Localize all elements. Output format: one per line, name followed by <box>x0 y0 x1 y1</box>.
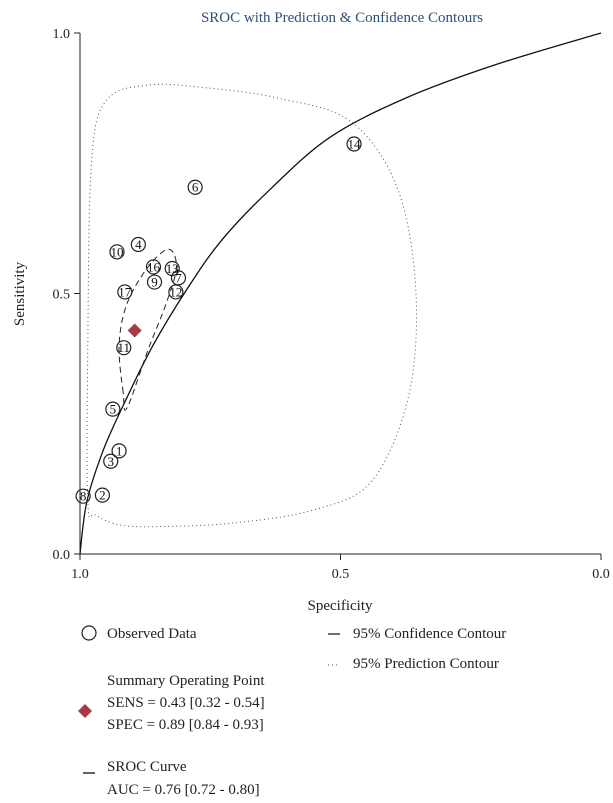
summary-operating-point <box>127 323 142 338</box>
legend-summary-spec: SPEC = 0.89 [0.84 - 0.93] <box>107 717 264 733</box>
observed-point-label: 5 <box>110 402 117 417</box>
observed-point-label: 2 <box>99 488 106 503</box>
legend-sroc-title: SROC Curve <box>107 759 187 775</box>
sroc-curve <box>79 32 602 555</box>
legend-sroc-auc: AUC = 0.76 [0.72 - 0.80] <box>107 782 260 798</box>
legend-prediction-label: 95% Prediction Contour <box>353 656 499 672</box>
y-tick-label: 1.0 <box>53 27 71 42</box>
observed-point-marker <box>94 487 111 503</box>
observed-point-label: 6 <box>192 180 199 195</box>
observed-point-label: 16 <box>147 259 161 274</box>
observed-point: 17 <box>117 284 133 300</box>
y-tick-label: 0.0 <box>53 548 71 563</box>
observed-point-marker <box>187 179 203 195</box>
observed-point: 4 <box>130 236 146 253</box>
confidence-contour <box>118 248 177 411</box>
x-axis-label: Specificity <box>308 598 373 614</box>
y-tick-label: 0.5 <box>53 288 71 303</box>
observed-point-marker <box>130 236 146 253</box>
chart-curves <box>79 32 602 555</box>
observed-point-label: 9 <box>151 275 158 290</box>
observed-point: 9 <box>146 274 163 290</box>
observed-point-label: 11 <box>117 340 130 355</box>
observed-point-marker <box>146 274 163 290</box>
x-tick-label: 1.0 <box>71 567 89 582</box>
x-tick-label: 0.0 <box>592 567 610 582</box>
observed-point-marker <box>75 488 91 504</box>
x-tick-label: 0.5 <box>332 567 350 582</box>
legend-summary-sens: SENS = 0.43 [0.32 - 0.54] <box>107 695 265 711</box>
legend-summary-icon <box>78 704 92 718</box>
observed-point-marker <box>111 443 127 459</box>
legend-observed-icon <box>81 625 97 641</box>
observed-point-label: 3 <box>107 454 114 469</box>
observed-point: 14 <box>346 136 362 152</box>
observed-point-marker <box>103 453 119 469</box>
observed-point-marker <box>346 136 362 152</box>
observed-point: 16 <box>145 259 162 275</box>
observed-point: 8 <box>75 488 91 504</box>
legend: Observed Data 95% Confidence Contour 95%… <box>78 625 506 798</box>
observed-point-label: 17 <box>118 284 132 299</box>
observed-point: 1 <box>111 443 127 459</box>
observed-point: 12 <box>168 284 184 300</box>
observed-point-marker <box>145 259 162 275</box>
prediction-contour <box>86 83 418 528</box>
observed-point-label: 10 <box>110 244 123 259</box>
observed-point: 5 <box>105 401 121 417</box>
observed-point-marker <box>168 284 184 300</box>
observed-point: 6 <box>187 179 203 195</box>
legend-summary-title: Summary Operating Point <box>107 673 265 689</box>
observed-point-label: 14 <box>348 136 362 151</box>
observed-point-marker <box>116 340 132 356</box>
observed-point: 13 <box>164 260 180 277</box>
observed-point-marker <box>164 260 180 277</box>
observed-point-label: 1 <box>116 443 123 458</box>
observed-point-label: 13 <box>166 261 179 276</box>
observed-point-label: 8 <box>80 489 87 504</box>
observed-point: 10 <box>109 244 125 260</box>
observed-point: 3 <box>103 453 119 469</box>
observed-point-label: 7 <box>175 270 182 285</box>
legend-confidence-label: 95% Confidence Contour <box>353 626 506 642</box>
legend-observed-label: Observed Data <box>107 626 197 642</box>
observed-point-marker <box>105 401 121 417</box>
axis-ticks: 1.0 0.5 0.0 0.0 0.5 1.0 <box>53 27 610 582</box>
chart-title: SROC with Prediction & Confidence Contou… <box>201 10 483 26</box>
y-axis-label: Sensitivity <box>12 261 28 326</box>
observed-point-marker <box>109 244 125 260</box>
observed-point-marker <box>117 284 133 300</box>
observed-point-label: 12 <box>169 284 182 299</box>
observed-point-label: 4 <box>135 237 142 252</box>
observed-point: 2 <box>94 487 111 503</box>
observed-point: 11 <box>116 340 132 356</box>
plot-axes <box>79 33 601 555</box>
